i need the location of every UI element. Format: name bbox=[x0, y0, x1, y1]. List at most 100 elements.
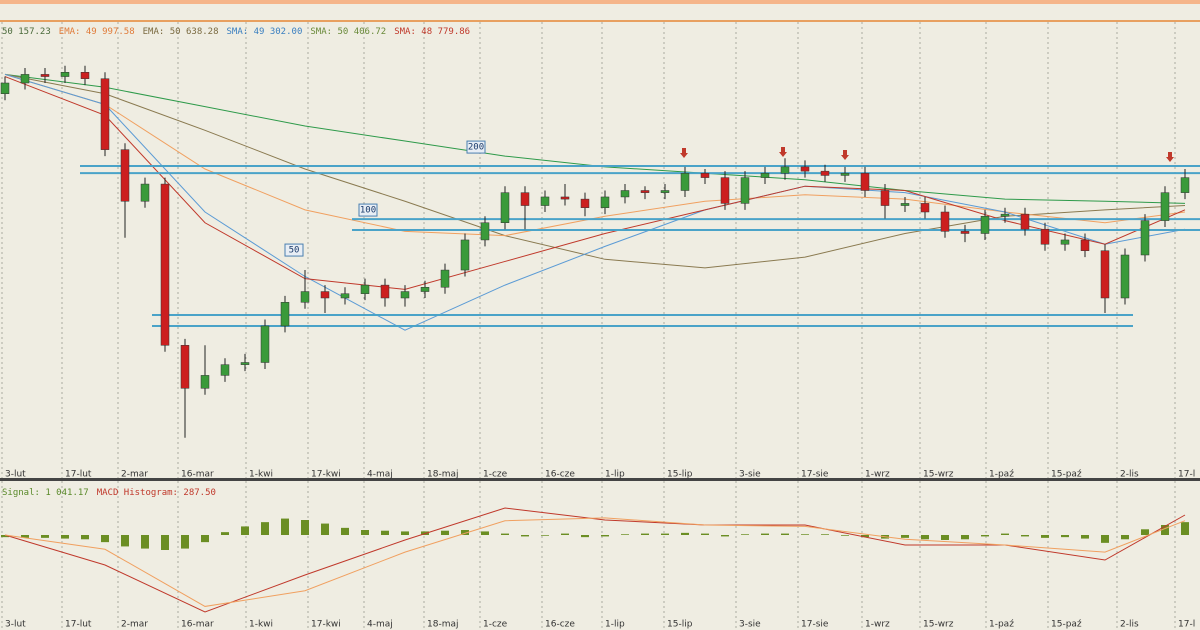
x-tick-label: 3-lut bbox=[5, 620, 26, 630]
histogram-bar bbox=[721, 535, 729, 537]
histogram-bar bbox=[1021, 535, 1029, 537]
x-tick-label: 18-maj bbox=[427, 620, 458, 630]
candle-body bbox=[740, 177, 750, 204]
histogram-bar bbox=[61, 535, 69, 539]
x-tick-label: 1-paź bbox=[989, 620, 1014, 630]
arrow bbox=[841, 150, 849, 160]
macd-header: Signal: 1 041.17 MACD Histogram: 287.50 bbox=[2, 488, 216, 498]
x-tick-label: 2-lis bbox=[1120, 470, 1139, 480]
candle-body bbox=[880, 190, 890, 206]
histogram-bar bbox=[521, 535, 529, 537]
candle-body bbox=[820, 170, 830, 176]
indicator-header: 50 157.23 EMA: 49 997.58 EMA: 50 638.28 SMA… bbox=[2, 27, 470, 37]
header-item: EMA: 50 638.28 bbox=[143, 27, 219, 37]
candle-body bbox=[100, 78, 110, 150]
histogram-bar bbox=[641, 533, 649, 535]
histogram-bar bbox=[901, 535, 909, 538]
histogram-bar bbox=[621, 534, 629, 535]
candle-body bbox=[0, 82, 10, 94]
x-tick-label: 17-sie bbox=[801, 470, 829, 480]
candle-body bbox=[860, 173, 870, 191]
candle-body bbox=[420, 287, 430, 292]
candle-body bbox=[380, 284, 390, 299]
histogram-bar bbox=[921, 535, 929, 540]
histogram-bar bbox=[361, 530, 369, 535]
candle-body bbox=[220, 364, 230, 376]
histogram-bar bbox=[801, 534, 809, 535]
x-tick-label: 1-lip bbox=[605, 620, 625, 630]
ma-label-text: 100 bbox=[360, 206, 376, 216]
histogram-bar bbox=[101, 535, 109, 543]
candle-body bbox=[900, 203, 910, 206]
histogram-bar bbox=[301, 520, 309, 535]
histogram-bar bbox=[261, 522, 269, 535]
candle-body bbox=[1140, 220, 1150, 256]
x-tick-label: 16-mar bbox=[181, 470, 214, 480]
histogram-bar bbox=[821, 534, 829, 535]
candle-body bbox=[920, 203, 930, 213]
candle-body bbox=[1020, 213, 1030, 230]
histogram-bar bbox=[341, 527, 349, 535]
x-tick-label: 17-lut bbox=[65, 470, 92, 480]
x-tick-label: 17-kwi bbox=[311, 620, 341, 630]
signal-arrows bbox=[680, 147, 1174, 162]
x-tick-label: 15-paź bbox=[1051, 620, 1082, 630]
candle-body bbox=[80, 72, 90, 79]
histogram-bar bbox=[541, 535, 549, 536]
histogram-bar bbox=[481, 531, 489, 535]
candle-body bbox=[700, 173, 710, 178]
ma-label-box bbox=[466, 140, 486, 154]
candle-body bbox=[300, 291, 310, 303]
header-border bbox=[0, 20, 1200, 22]
arrow bbox=[680, 148, 688, 158]
histogram-bar bbox=[381, 530, 389, 535]
x-tick-label: 17-kwi bbox=[311, 470, 341, 480]
ma-label-text: 50 bbox=[289, 246, 300, 256]
arrow bbox=[1166, 152, 1174, 162]
histogram-bar bbox=[441, 530, 449, 535]
histogram-bar bbox=[1141, 529, 1149, 535]
candle-body bbox=[40, 74, 50, 77]
histogram-bar bbox=[1, 535, 9, 538]
header-item: Signal: 1 041.17 bbox=[2, 488, 89, 498]
histogram-bar bbox=[761, 533, 769, 535]
histogram-bar bbox=[1001, 533, 1009, 535]
header-item: SMA: 49 302.00 bbox=[227, 27, 303, 37]
candle-body bbox=[1080, 239, 1090, 251]
candle-body bbox=[780, 166, 790, 174]
histogram-bar bbox=[1061, 535, 1069, 538]
candle-body bbox=[1060, 239, 1070, 245]
candle-body bbox=[560, 196, 570, 200]
x-tick-label: 4-maj bbox=[367, 620, 393, 630]
histogram-bar bbox=[81, 535, 89, 540]
histogram-bar bbox=[741, 534, 749, 535]
histogram-bar bbox=[41, 535, 49, 538]
candle-body bbox=[1000, 213, 1010, 217]
histogram-bar bbox=[321, 523, 329, 535]
histogram-bar bbox=[221, 532, 229, 535]
x-tick-label: 2-lis bbox=[1120, 620, 1139, 630]
histogram-bar bbox=[461, 530, 469, 535]
top-border bbox=[0, 0, 1200, 4]
x-tick-label: 1-wrz bbox=[865, 620, 890, 630]
histogram-bar bbox=[141, 535, 149, 549]
candle-body bbox=[1160, 192, 1170, 221]
candle-body bbox=[180, 345, 190, 389]
histogram-bar bbox=[601, 535, 609, 537]
histogram-bar bbox=[781, 533, 789, 535]
candle-body bbox=[680, 173, 690, 191]
candle-body bbox=[840, 173, 850, 176]
x-tick-label: 3-sie bbox=[739, 620, 761, 630]
x-tick-label: 15-lip bbox=[667, 620, 693, 630]
histogram-bar bbox=[1121, 535, 1129, 540]
candle-body bbox=[580, 198, 590, 208]
x-tick-label: 1-kwi bbox=[249, 470, 273, 480]
candle-body bbox=[360, 284, 370, 294]
plot: 200 100 50 bbox=[0, 65, 1200, 613]
x-tick-label: 18-maj bbox=[427, 470, 458, 480]
candle-body bbox=[640, 190, 650, 193]
x-tick-label: 1-kwi bbox=[249, 620, 273, 630]
candle-body bbox=[1040, 228, 1050, 245]
x-tick-label: 1-wrz bbox=[865, 470, 890, 480]
candle-body bbox=[460, 239, 470, 271]
